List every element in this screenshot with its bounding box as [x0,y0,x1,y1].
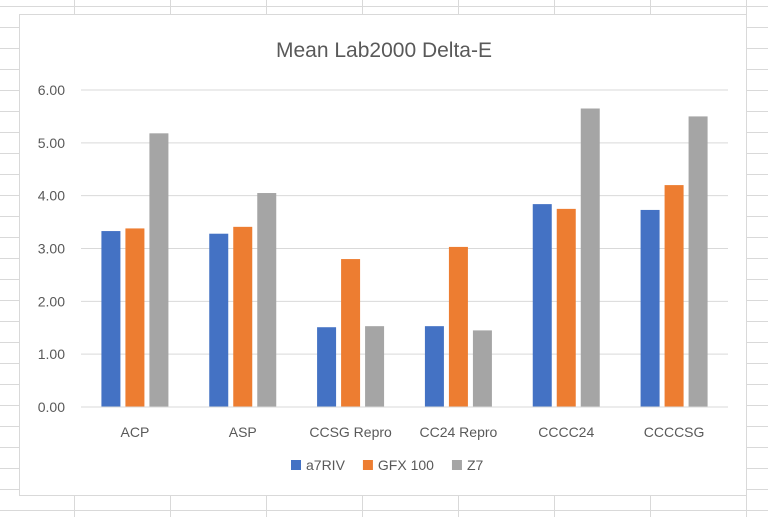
bar[interactable] [125,228,145,407]
y-tick-label: 0.00 [38,399,65,415]
bar[interactable] [472,330,492,407]
bar[interactable] [688,116,708,408]
y-tick-label: 4.00 [38,188,65,204]
bar[interactable] [209,233,229,407]
bar[interactable] [365,326,385,407]
legend-swatch [291,460,301,470]
legend-swatch [362,460,373,470]
y-tick-label: 3.00 [38,241,65,257]
legend-item[interactable]: GFX 100 [362,457,434,473]
x-tick-label: CCSG Repro [309,424,392,440]
bars [101,108,708,408]
x-tick-label: CCCC24 [538,424,594,440]
legend: a7RIV GFX 100 Z7 [291,457,484,473]
y-tick-label: 5.00 [38,135,65,151]
legend-item[interactable]: a7RIV [291,457,346,473]
y-tick-label: 6.00 [38,82,65,98]
y-tick-label: 2.00 [38,293,65,309]
bar[interactable] [448,246,468,407]
legend-swatch [451,460,462,470]
legend-label: a7RIV [306,457,346,473]
x-tick-label: CC24 Repro [420,424,498,440]
y-tick-label: 1.00 [38,346,65,362]
chart-title: Mean Lab2000 Delta-E [276,39,492,62]
bar[interactable] [580,108,600,407]
bar[interactable] [257,193,277,407]
bar[interactable] [317,327,337,407]
bar[interactable] [233,226,253,407]
gridlines [81,89,728,355]
bar[interactable] [664,185,684,407]
bar-chart: Mean Lab2000 Delta-E 0.00 1.00 2.00 3.00 4.0… [38,39,728,473]
legend-label: Z7 [467,457,484,473]
bar[interactable] [149,133,169,407]
legend-item[interactable]: Z7 [451,457,484,473]
bar[interactable] [341,259,361,407]
x-axis-tick-labels: ACP ASP CCSG Repro CC24 Repro CCCC24 CCCCSG [121,424,705,440]
bar[interactable] [424,326,444,407]
chart-area[interactable]: Mean Lab2000 Delta-E 0.00 1.00 2.00 3.00 4.0… [19,14,747,496]
x-tick-label: CCCCSG [644,424,705,440]
bar[interactable] [101,231,121,407]
x-tick-label: ACP [121,424,150,440]
legend-label: GFX 100 [378,457,434,473]
bar[interactable] [556,208,576,407]
bar[interactable] [532,204,552,407]
x-tick-label: ASP [229,424,257,440]
y-axis-tick-labels: 0.00 1.00 2.00 3.00 4.00 5.00 6.00 [38,82,65,415]
bar[interactable] [640,209,660,407]
